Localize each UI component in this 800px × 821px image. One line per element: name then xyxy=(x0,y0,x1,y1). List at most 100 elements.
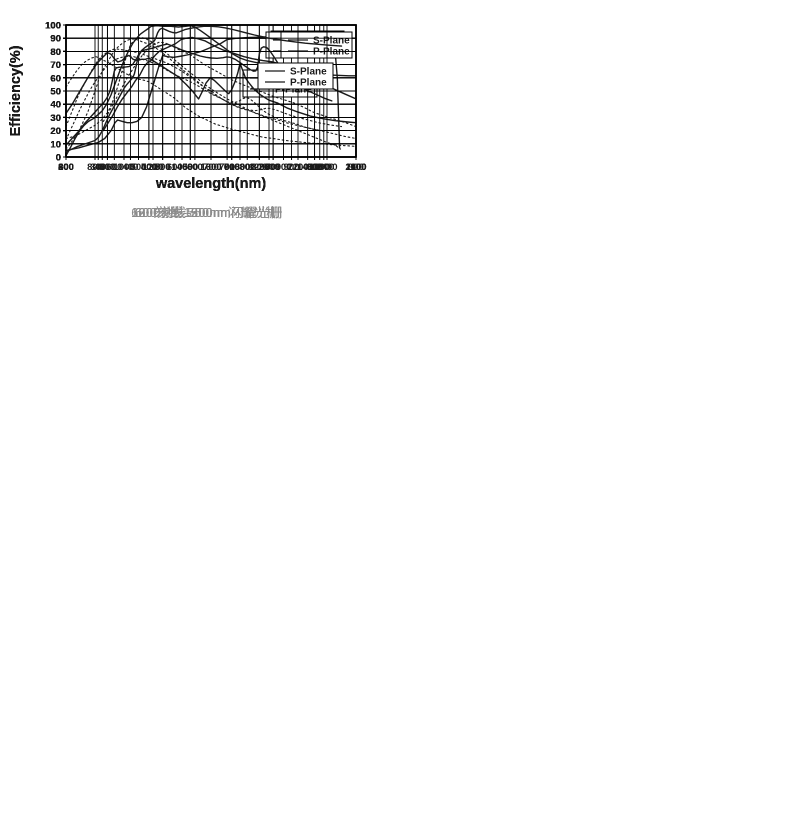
y-tick-label: 40 xyxy=(50,100,61,111)
x-tick-label: 1000 xyxy=(345,162,366,173)
y-tick-label: 30 xyxy=(50,113,61,124)
y-tick-label: 10 xyxy=(50,139,61,150)
y-tick-label: 90 xyxy=(50,34,61,45)
y-tick-label: 50 xyxy=(50,87,61,98)
x-tick-label: 200 xyxy=(58,162,74,173)
y-tick-label: 40 xyxy=(50,100,61,111)
y-tick-label: 100 xyxy=(45,21,61,32)
x-axis-title: wavelength(nm) xyxy=(155,176,267,192)
y-tick-label: 20 xyxy=(50,126,61,137)
x-tick-label: 300 xyxy=(90,162,106,173)
y-axis-title: Efficiency(%) xyxy=(8,45,24,136)
x-tick-label: 200 xyxy=(58,162,74,173)
x-tick-label: 1000 xyxy=(200,162,221,173)
y-tick-label: 10 xyxy=(50,139,61,150)
axis-ticks xyxy=(63,24,357,160)
x-tick-label: 1600 xyxy=(200,162,221,173)
x-tick-label: 600 xyxy=(167,162,183,173)
y-tick-label: 50 xyxy=(50,87,61,98)
s-plane-legend-label: S-Plane xyxy=(290,67,327,78)
chart-caption: 600刻线-750nm闪耀光栅 xyxy=(134,206,280,220)
y-tick-label: 20 xyxy=(50,126,61,137)
x-tick-label: 400 xyxy=(99,162,115,173)
x-tick-label: 2400 xyxy=(316,162,337,173)
y-tick-label: 30 xyxy=(50,113,61,124)
x-tick-label: 1200 xyxy=(249,162,270,173)
x-axis-title: wavelength(nm) xyxy=(155,176,267,192)
x-tick-label: 800 xyxy=(307,162,323,173)
chart-panel-600-1200: 600 800 1000 1200 1400 1600 1800 2000 2200 2400 26… xyxy=(0,0,400,280)
y-tick-label: 100 xyxy=(45,21,61,32)
x-tick-label: 600 xyxy=(182,162,198,173)
y-tick-label: 70 xyxy=(50,60,61,71)
y-tick-label: 0 xyxy=(56,153,61,164)
x-tick-label: 1000 xyxy=(113,162,134,173)
y-tick-label: 0 xyxy=(56,153,61,164)
y-tick-label: 100 xyxy=(45,21,61,32)
y-tick-label: 80 xyxy=(50,47,61,58)
y-tick-label: 20 xyxy=(50,126,61,137)
x-tick-label: 700 xyxy=(265,162,281,173)
y-tick-label: 40 xyxy=(50,100,61,111)
y-tick-label: 80 xyxy=(50,47,61,58)
y-tick-label: 20 xyxy=(50,126,61,137)
x-tick-label: 600 xyxy=(187,162,203,173)
x-axis-title: wavelength(nm) xyxy=(155,176,267,192)
y-tick-label: 70 xyxy=(50,60,61,71)
y-tick-label: 70 xyxy=(50,60,61,71)
x-tick-label: 1400 xyxy=(171,162,192,173)
x-tick-label: 500 xyxy=(182,162,198,173)
y-tick-label: 40 xyxy=(50,100,61,111)
x-tick-label: 2000 xyxy=(258,162,279,173)
chart-caption: 1200刻线-500nm闪耀光栅 xyxy=(131,206,283,220)
x-tick-label: 1000 xyxy=(313,162,334,173)
y-tick-label: 90 xyxy=(50,34,61,45)
p-plane-curve xyxy=(102,41,357,128)
p-plane-curve xyxy=(65,56,357,147)
x-tick-label: 900 xyxy=(284,162,300,173)
chart-caption: 1800刻线-500nm闪耀光栅 xyxy=(131,206,283,220)
x-tick-label: 500 xyxy=(131,162,147,173)
y-tick-label: 10 xyxy=(50,139,61,150)
y-tick-label: 40 xyxy=(50,100,61,111)
y-tick-label: 10 xyxy=(50,139,61,150)
y-tick-label: 0 xyxy=(56,153,61,164)
plot-border xyxy=(65,24,357,158)
y-tick-label: 30 xyxy=(50,113,61,124)
y-tick-label: 80 xyxy=(50,47,61,58)
tick-labels: 200 300 400 500 600 700 800 900 1000 110001020304… xyxy=(45,21,366,174)
x-tick-label: 800 xyxy=(251,162,267,173)
x-tick-label: 900 xyxy=(348,162,364,173)
p-plane-legend-label: P-Plane xyxy=(290,78,327,89)
s-plane-legend-label: S-Plane xyxy=(313,36,350,47)
y-axis-title: Efficiency(%) xyxy=(8,45,24,136)
x-tick-label: 400 xyxy=(123,162,139,173)
x-tick-label: 800 xyxy=(155,162,171,173)
x-tick-label: 900 xyxy=(276,162,292,173)
x-axis-title: wavelength(nm) xyxy=(155,176,267,192)
x-tick-label: 2200 xyxy=(287,162,308,173)
y-axis-title: Efficiency(%) xyxy=(8,45,24,136)
x-tick-label: 2600 xyxy=(345,162,366,173)
x-tick-label: 1800 xyxy=(229,162,250,173)
y-tick-label: 30 xyxy=(50,113,61,124)
x-tick-label: 1000 xyxy=(309,162,330,173)
x-tick-label: 700 xyxy=(219,162,235,173)
y-tick-label: 60 xyxy=(50,73,61,84)
y-tick-label: 70 xyxy=(50,60,61,71)
grid xyxy=(66,25,356,157)
chart-caption: 600刻线-1200nm闪耀光栅 xyxy=(131,206,283,220)
x-tick-label: 300 xyxy=(58,162,74,173)
p-plane-curve xyxy=(65,36,342,150)
x-tick-label: 600 xyxy=(224,162,240,173)
y-tick-label: 50 xyxy=(50,87,61,98)
x-tick-label: 1100 xyxy=(346,162,367,173)
y-tick-label: 60 xyxy=(50,73,61,84)
x-axis-title: wavelength(nm) xyxy=(155,176,267,192)
s-plane-curve xyxy=(65,43,333,146)
y-tick-label: 50 xyxy=(50,87,61,98)
y-tick-label: 20 xyxy=(50,126,61,137)
